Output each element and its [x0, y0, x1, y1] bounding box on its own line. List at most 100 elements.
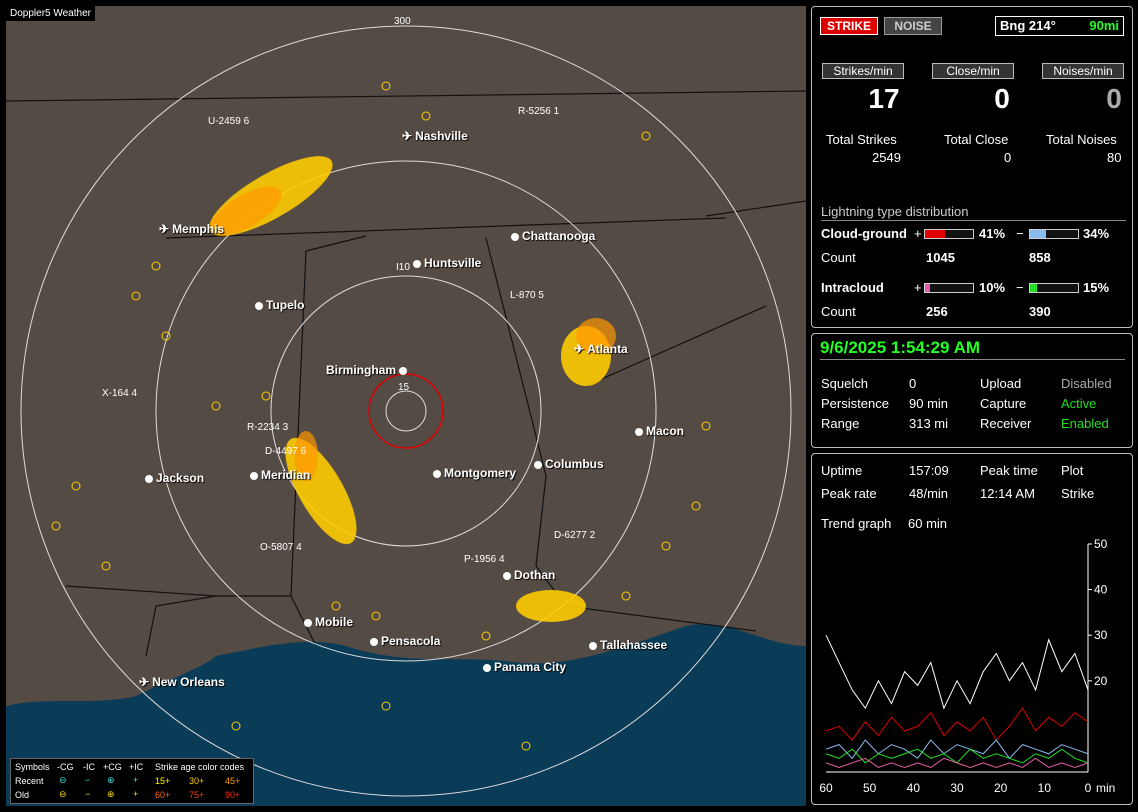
- minus-cg-icon: ⊖: [59, 775, 67, 785]
- bearing-value: Bng 214°: [1000, 18, 1056, 33]
- city-atlanta: ✈ Atlanta: [574, 342, 628, 356]
- city-dot-icon: [413, 259, 421, 268]
- storm-marker[interactable]: D-4497 6: [265, 446, 307, 457]
- city-label: Jackson: [156, 471, 205, 485]
- legend-col: +IC: [129, 762, 144, 772]
- y-tick-label: 30: [1094, 628, 1108, 642]
- series-line: [825, 707, 1089, 741]
- city-label: Chattanooga: [522, 229, 596, 243]
- receiver-label: Receiver: [980, 416, 1032, 431]
- noises-per-min-header: Noises/min: [1042, 63, 1124, 79]
- strike-button[interactable]: STRIKE: [820, 17, 878, 35]
- cloud-ground-label: Cloud-ground: [821, 226, 907, 241]
- plot-label: Plot: [1061, 463, 1084, 478]
- lightning-map[interactable]: Doppler5 Weather 300 15 ✈ Nashville ✈ Memp…: [6, 6, 806, 806]
- storm-marker[interactable]: R-5256 1: [518, 106, 560, 117]
- close-per-min-value: 0: [994, 83, 1010, 114]
- city-mobile: Mobile: [304, 615, 353, 629]
- age-code: 15+: [155, 776, 171, 786]
- ic-minus-bar: [1029, 283, 1079, 293]
- city-chattanooga: Chattanooga: [511, 229, 595, 243]
- ic-minus-count: 390: [1029, 304, 1051, 319]
- total-strikes-value: 2549: [872, 150, 901, 165]
- ic-plus-bar-fill: [925, 284, 930, 292]
- strike-clusters: [209, 156, 616, 622]
- storm-marker[interactable]: D-6277 2: [554, 530, 596, 541]
- range-value: 313 mi: [909, 416, 949, 431]
- minus-sign: −: [1016, 226, 1024, 241]
- city-label: Montgomery: [444, 466, 516, 480]
- road-label: I10: [396, 262, 410, 273]
- series-line: [825, 739, 1089, 760]
- age-code: 30+: [189, 776, 205, 786]
- age-code: 45+: [225, 776, 241, 786]
- peak-rate-label: Peak rate: [821, 486, 877, 501]
- city-label: Mobile: [315, 615, 353, 629]
- noises-per-min-value: 0: [1106, 83, 1122, 114]
- noise-button[interactable]: NOISE: [884, 17, 942, 35]
- city-jackson: Jackson: [145, 471, 204, 485]
- settings-panel: 9/6/2025 1:54:29 AM Squelch 0 Upload Dis…: [811, 333, 1133, 448]
- storm-marker[interactable]: P-1956 4: [464, 554, 505, 565]
- total-close-value: 0: [1004, 150, 1012, 165]
- city-nashville: ✈ Nashville: [402, 129, 468, 143]
- city-tallahassee: Tallahassee: [589, 638, 667, 652]
- count-label: Count: [821, 250, 856, 265]
- city-label: Dothan: [514, 568, 556, 582]
- x-tick-label: 20: [994, 781, 1008, 795]
- city-label: Birmingham: [326, 363, 397, 377]
- x-tick-label: 40: [907, 781, 921, 795]
- city-tupelo: Tupelo: [255, 298, 304, 312]
- city-label: Panama City: [494, 660, 567, 674]
- ic-plus-pct: 10%: [979, 280, 1006, 295]
- city-huntsville: Huntsville: [413, 256, 481, 270]
- city-dot-icon: [589, 641, 597, 650]
- series-line: [825, 634, 1089, 710]
- capture-value: Active: [1061, 396, 1097, 411]
- minus-cg-icon: ⊖: [59, 789, 67, 799]
- plus-cg-icon: ⊕: [107, 775, 115, 785]
- symbol-legend: Symbols -CG -IC +CG +IC Strike age color…: [10, 758, 254, 804]
- strikes-per-min-value: 17: [868, 83, 900, 114]
- plus-cg-icon: ⊕: [107, 789, 115, 799]
- map-canvas: [6, 25, 806, 806]
- x-tick-label: 50: [863, 781, 877, 795]
- city-label: Columbus: [545, 457, 604, 471]
- close-range-ring: [368, 373, 444, 449]
- storm-marker[interactable]: L-870 5: [510, 290, 544, 301]
- storm-marker[interactable]: X-164 4: [102, 388, 138, 399]
- cg-plus-pct: 41%: [979, 226, 1006, 241]
- storm-marker[interactable]: U-2459 6: [208, 116, 250, 127]
- cg-plus-bar-fill: [925, 230, 945, 238]
- outer-ring-label: 300: [394, 16, 411, 27]
- close-per-min-header: Close/min: [932, 63, 1014, 79]
- plus-sign: +: [914, 280, 922, 295]
- city-dot-icon: [433, 469, 441, 478]
- total-strikes-label: Total Strikes: [826, 132, 897, 147]
- count-label: Count: [821, 304, 856, 319]
- cg-plus-count: 1045: [926, 250, 955, 265]
- storm-marker[interactable]: R-2234 3: [247, 422, 289, 433]
- city-dot-icon: [370, 637, 378, 646]
- distribution-title: Lightning type distribution: [821, 204, 969, 219]
- total-close-label: Total Close: [944, 132, 1009, 147]
- persistence-value: 90 min: [909, 396, 949, 411]
- storm-marker[interactable]: O-5807 4: [260, 542, 302, 553]
- age-code: 90+: [225, 790, 241, 800]
- capture-label: Capture: [980, 396, 1027, 411]
- city-panama-city: Panama City: [483, 660, 566, 674]
- y-tick-label: 20: [1094, 674, 1108, 688]
- minus-sign: −: [1016, 280, 1024, 295]
- city-dothan: Dothan: [503, 568, 555, 582]
- series-line: [825, 757, 1089, 768]
- peak-rate-value: 48/min: [909, 486, 949, 501]
- uptime-value: 157:09: [909, 463, 949, 478]
- range-rings: [20, 25, 792, 797]
- inner-ring-label: 15: [398, 382, 410, 393]
- city-columbus: Columbus: [534, 457, 604, 471]
- ic-minus-bar-fill: [1030, 284, 1038, 292]
- city-label: New Orleans: [152, 675, 225, 689]
- persistence-label: Persistence: [821, 396, 889, 411]
- age-code: 60+: [155, 790, 171, 800]
- city-dot-icon: [511, 232, 519, 241]
